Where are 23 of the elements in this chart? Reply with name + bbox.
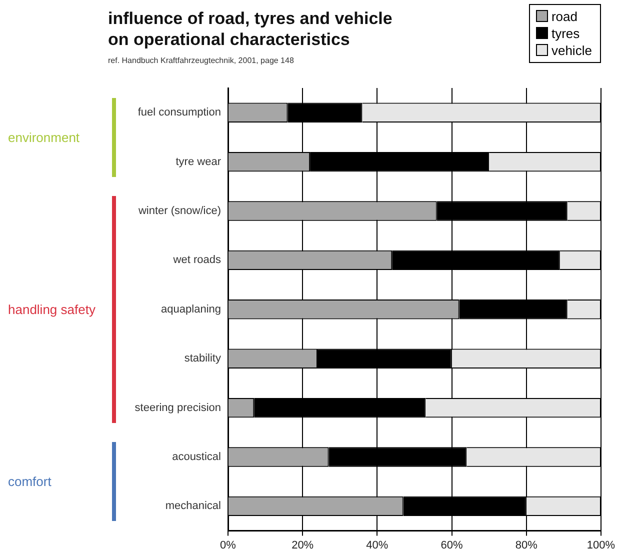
x-tick-label: 80%: [515, 539, 538, 552]
chart-title: influence of road, tyres and vehicle on operational characteristics: [108, 8, 394, 50]
y-tick-label: stability: [184, 352, 222, 365]
y-tick-label: winter (snow/ice): [137, 205, 221, 218]
x-tick-label: 40%: [366, 539, 388, 552]
text: handling safety: [8, 300, 96, 318]
y-tick-label: tyre wear: [176, 156, 222, 168]
legend-label: road: [551, 9, 578, 24]
y-tick-label: wet roads: [172, 254, 222, 266]
y-tick-label: steering precision: [134, 402, 221, 414]
y-tick-label: fuel consumption: [138, 106, 221, 119]
legend-label: tyres: [551, 26, 580, 41]
y-tick-label: aquaplaning: [161, 303, 221, 316]
x-tick-label: 100%: [586, 539, 616, 552]
text: ref. Handbuch Kraftfahrzeugtechnik, 2001, page 148: [108, 56, 294, 65]
text: comfort: [8, 473, 52, 490]
y-tick-label: acoustical: [172, 451, 221, 464]
y-tick-label: mechanical: [165, 500, 221, 512]
x-tick-label: 60%: [440, 539, 463, 552]
x-tick-label: 0%: [220, 539, 236, 552]
text: environment: [8, 128, 81, 146]
x-tick-label: 20%: [292, 539, 314, 552]
legend-label: vehicle: [551, 43, 592, 58]
